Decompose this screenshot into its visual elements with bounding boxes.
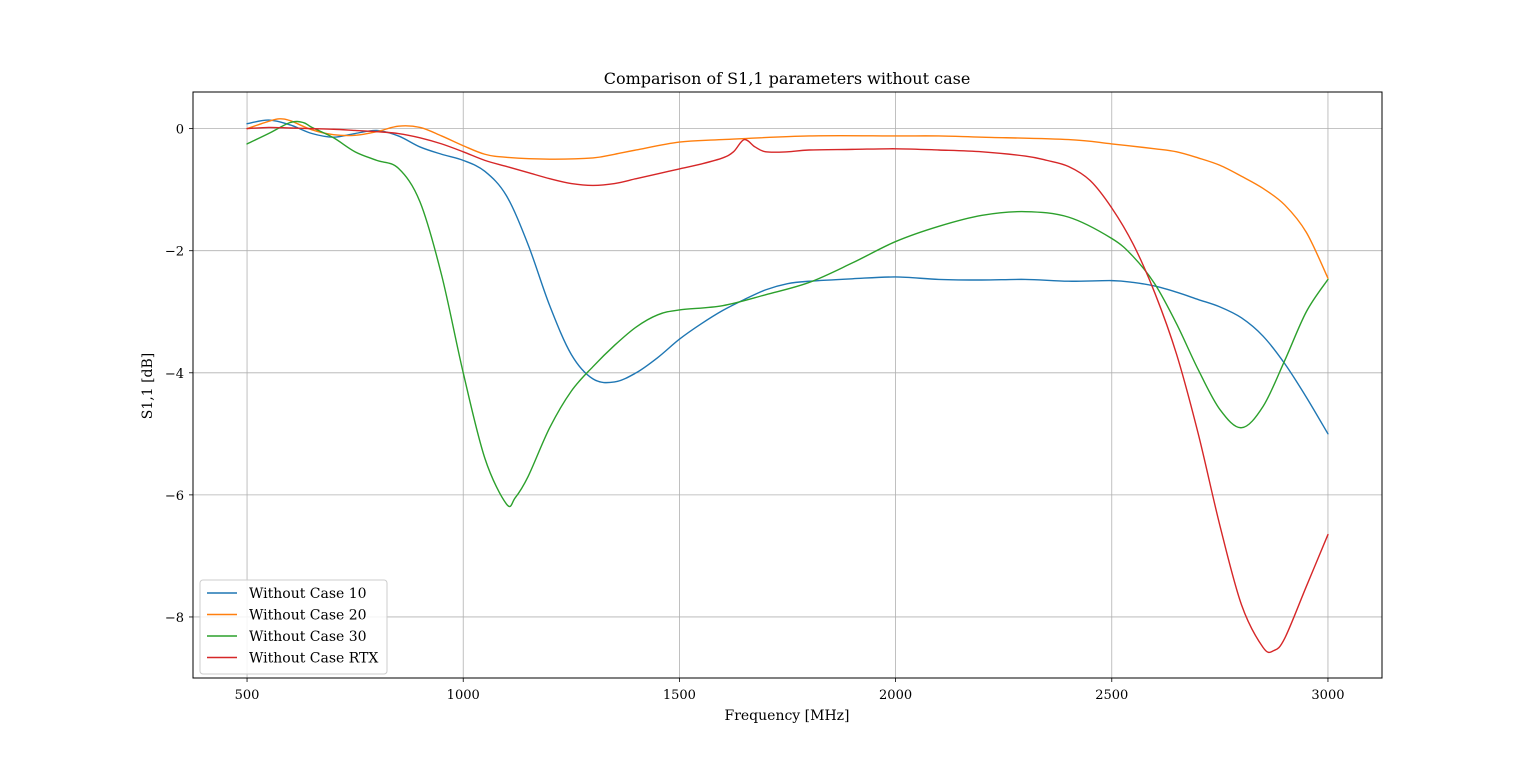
legend: Without Case 10 Without Case 20 Without Ca… [199, 579, 388, 675]
y-tick-label: −4 [165, 367, 184, 382]
legend-label: Without Case RTX [249, 651, 378, 667]
series-line-4 [246, 126, 1329, 654]
y-tick-label: −6 [165, 489, 184, 504]
series-line-1 [246, 119, 1329, 435]
legend-box [199, 579, 388, 675]
series-line-3 [246, 120, 1329, 508]
x-tick-label: 500 [235, 688, 260, 703]
chart-title: Comparison of S1,1 parameters without ca… [604, 69, 971, 88]
plot-frame [192, 91, 1383, 679]
x-tick-label: 3000 [1311, 688, 1344, 703]
x-tick-label: 2500 [1095, 688, 1128, 703]
ticks: 500 1000 1500 2000 2500 3000 0 −2 −4 −6 −8 [165, 123, 1345, 703]
y-tick-label: 0 [176, 123, 184, 138]
x-tick-label: 1500 [663, 688, 696, 703]
y-tick-label: −8 [165, 611, 184, 626]
y-axis-title: S1,1 [dB] [140, 353, 156, 419]
legend-label: Without Case 30 [249, 629, 367, 645]
x-axis-title: Frequency [MHz] [724, 708, 849, 724]
x-tick-label: 2000 [879, 688, 912, 703]
x-tick-label: 1000 [447, 688, 480, 703]
series-group [246, 118, 1329, 654]
series-line-2 [246, 118, 1329, 279]
grid [193, 92, 1382, 678]
y-tick-label: −2 [165, 245, 184, 260]
legend-label: Without Case 10 [249, 586, 367, 602]
legend-label: Without Case 20 [249, 608, 367, 624]
